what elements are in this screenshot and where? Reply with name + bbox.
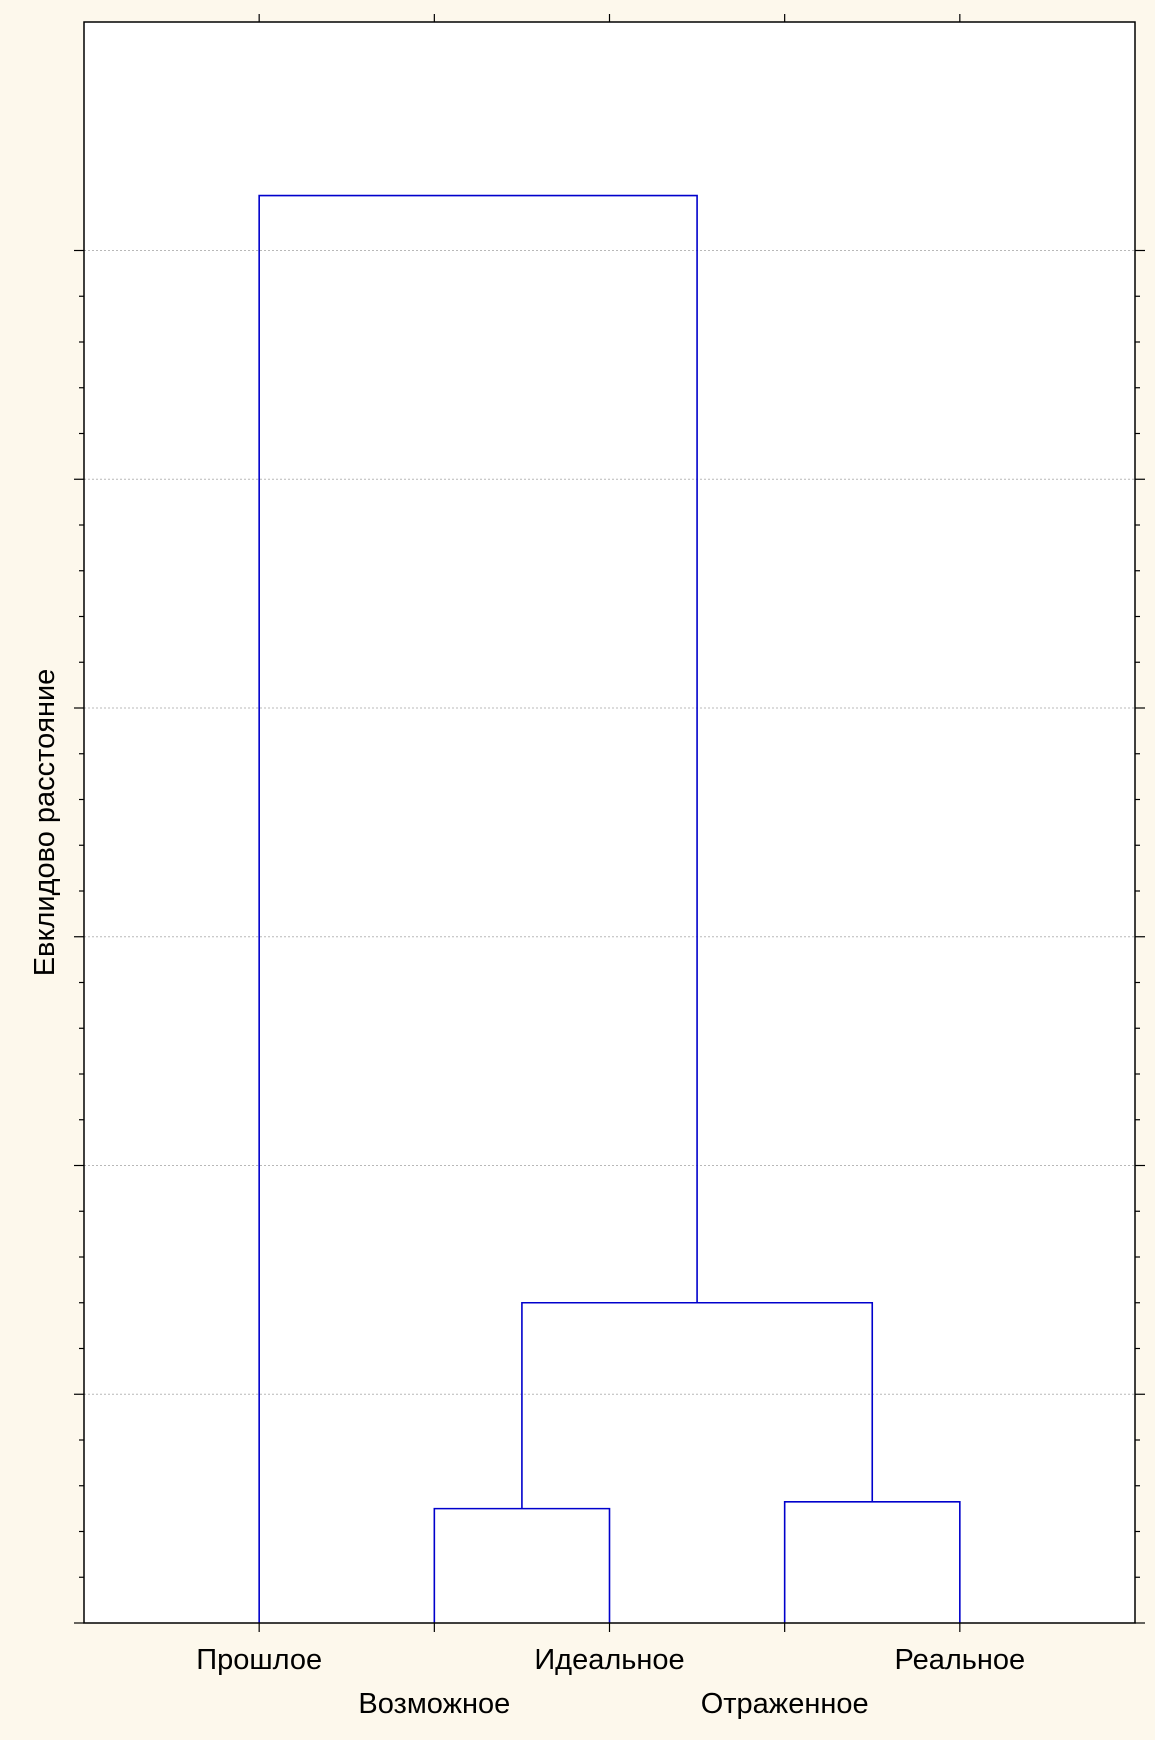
- y-axis-label: Евклидово расстояние: [29, 669, 61, 977]
- leaf-label: Прошлое: [196, 1644, 322, 1676]
- leaf-label: Реальное: [895, 1644, 1026, 1676]
- grid-lines: [84, 250, 1135, 1395]
- plot-frame: [83, 21, 1136, 1624]
- leaf-labels: Прошлое Возможное Идеальное Отраженное Реаль…: [196, 1644, 1025, 1720]
- plot-area: [84, 22, 1135, 1623]
- dendrogram-links: [258, 194, 961, 1623]
- axis-ticks: [74, 14, 1145, 1632]
- dendrogram-link: [258, 194, 698, 1623]
- leaf-label: Идеальное: [534, 1644, 684, 1676]
- leaf-label: Возможное: [358, 1688, 510, 1720]
- leaf-label: Отраженное: [701, 1688, 869, 1720]
